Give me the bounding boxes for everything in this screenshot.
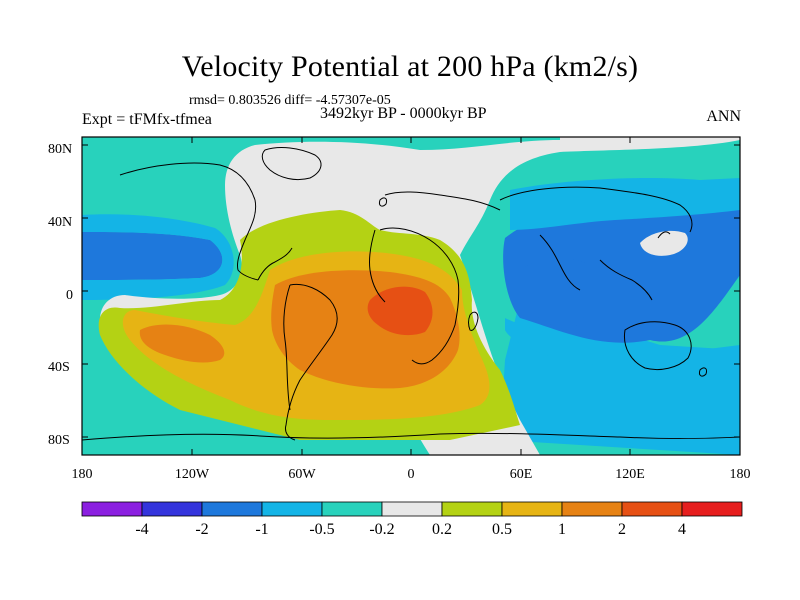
- colorbar-label: 4: [678, 521, 686, 538]
- field-lightblue-east-south: [505, 318, 740, 371]
- colorbar-swatch: [621, 501, 683, 517]
- coastlines: [82, 147, 740, 441]
- colorbar: [81, 501, 743, 517]
- colorbar-label: -1: [255, 521, 269, 538]
- colorbar-label: -2: [195, 521, 209, 538]
- experiment-label: Expt = tFMfx-tfmea: [82, 111, 212, 128]
- lon-tick-label: 60E: [509, 467, 533, 482]
- colorbar-label: 2: [618, 521, 626, 538]
- lon-tick-label: 180: [729, 467, 751, 482]
- lat-tick-label: 80S: [48, 433, 70, 448]
- colorbar-swatch: [321, 501, 383, 517]
- colorbar-label: 0.5: [492, 521, 512, 538]
- lon-tick-label: 0: [407, 467, 415, 482]
- field-blue-west: [82, 232, 223, 280]
- colorbar-swatch: [261, 501, 323, 517]
- colorbar-swatch: [381, 501, 443, 517]
- field-white-japan: [640, 230, 688, 256]
- lon-tick-label: 120W: [174, 467, 210, 482]
- field-redorange: [367, 286, 433, 336]
- colorbar-swatch: [681, 501, 743, 517]
- lat-tick-label: 0: [66, 288, 73, 303]
- lat-tick-label: 80N: [48, 142, 73, 157]
- stats-line: rmsd= 0.803526 diff= -4.57307e-05: [189, 93, 391, 108]
- period-label: 3492kyr BP - 0000kyr BP: [320, 105, 487, 122]
- map-field: [82, 137, 740, 455]
- plot-title: Velocity Potential at 200 hPa (km2/s): [181, 50, 639, 83]
- lat-tick-label: 40N: [48, 215, 73, 230]
- field-lightblue-west: [82, 214, 234, 300]
- lon-tick-label: 180: [71, 467, 93, 482]
- colorbar-swatch: [501, 501, 563, 517]
- colorbar-label: -0.2: [369, 521, 395, 538]
- lon-tick-label: 60W: [288, 467, 316, 482]
- field-orange-southwest: [139, 324, 225, 363]
- colorbar-swatch: [201, 501, 263, 517]
- colorbar-swatch: [441, 501, 503, 517]
- colorbar-swatch: [81, 501, 143, 517]
- colorbar-swatch: [561, 501, 623, 517]
- lon-tick-label: 120E: [615, 467, 645, 482]
- colorbar-label: -4: [135, 521, 149, 538]
- colorbar-label: 0.2: [432, 521, 452, 538]
- lat-tick-label: 40S: [48, 360, 70, 375]
- colorbar-label: -0.5: [309, 521, 335, 538]
- colorbar-swatch: [141, 501, 203, 517]
- axis-ticks: [81, 137, 741, 455]
- season-label: ANN: [706, 108, 741, 125]
- colorbar-label: 1: [558, 521, 566, 538]
- field-blue-core: [520, 258, 594, 330]
- field-lightblue-east: [510, 178, 740, 230]
